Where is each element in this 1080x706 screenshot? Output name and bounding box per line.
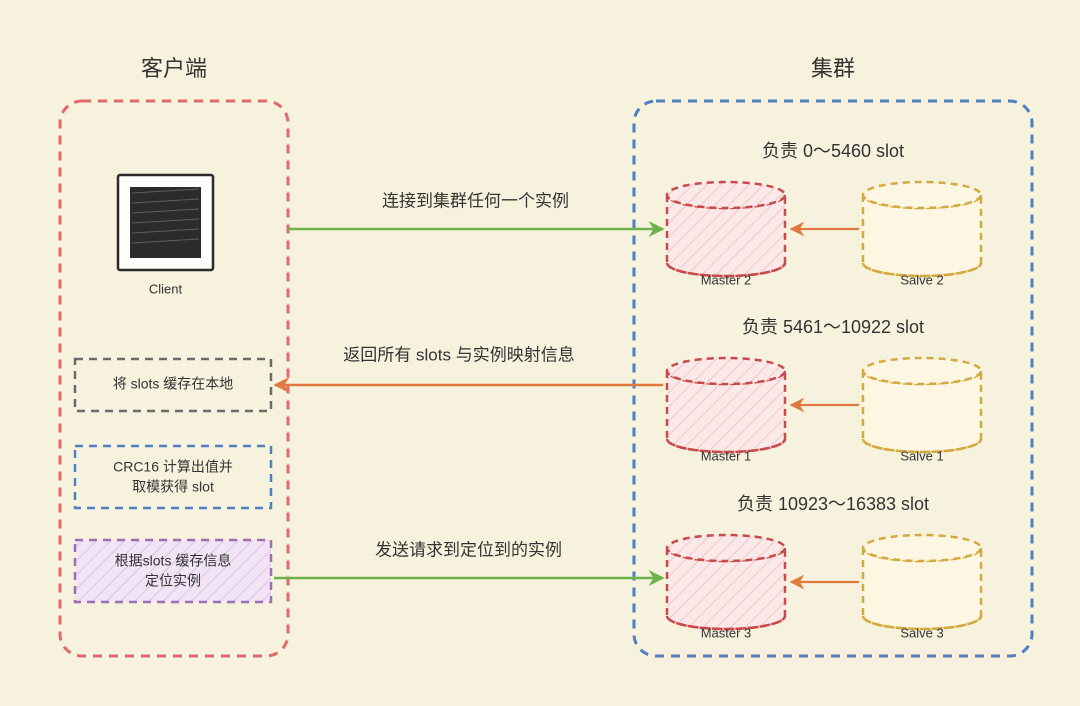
svg-text:取模获得 slot: 取模获得 slot: [132, 479, 214, 495]
svg-text:客户端: 客户端: [141, 56, 207, 81]
svg-text:CRC16 计算出值并: CRC16 计算出值并: [113, 459, 233, 475]
svg-text:Master 2: Master 2: [701, 272, 752, 287]
svg-text:Client: Client: [149, 281, 183, 296]
svg-text:负责 10923～16383 slot: 负责 10923～16383 slot: [737, 494, 929, 514]
svg-text:集群: 集群: [811, 56, 855, 81]
svg-text:Master 1: Master 1: [701, 448, 752, 463]
client-step-2: 根据slots 缓存信息定位实例: [75, 540, 271, 602]
master-2: Master 3: [667, 535, 785, 640]
svg-text:返回所有 slots 与实例映射信息: 返回所有 slots 与实例映射信息: [343, 345, 574, 364]
svg-text:定位实例: 定位实例: [145, 573, 201, 589]
svg-text:负责 0～5460 slot: 负责 0～5460 slot: [762, 141, 904, 161]
master-0: Master 2: [667, 182, 785, 287]
slave-1: Salve 1: [863, 358, 981, 463]
svg-text:发送请求到定位到的实例: 发送请求到定位到的实例: [375, 540, 562, 559]
svg-text:Salve 2: Salve 2: [900, 272, 943, 287]
slave-2: Salve 3: [863, 535, 981, 640]
client-scribble: [130, 187, 201, 258]
master-1: Master 1: [667, 358, 785, 463]
svg-text:Salve 3: Salve 3: [900, 625, 943, 640]
svg-text:连接到集群任何一个实例: 连接到集群任何一个实例: [382, 191, 569, 210]
svg-text:将 slots 缓存在本地: 将 slots 缓存在本地: [113, 376, 234, 392]
svg-text:Master 3: Master 3: [701, 625, 752, 640]
svg-text:根据slots 缓存信息: 根据slots 缓存信息: [115, 553, 232, 569]
slave-0: Salve 2: [863, 182, 981, 287]
svg-text:Salve 1: Salve 1: [900, 448, 943, 463]
svg-text:负责 5461～10922 slot: 负责 5461～10922 slot: [742, 317, 924, 337]
